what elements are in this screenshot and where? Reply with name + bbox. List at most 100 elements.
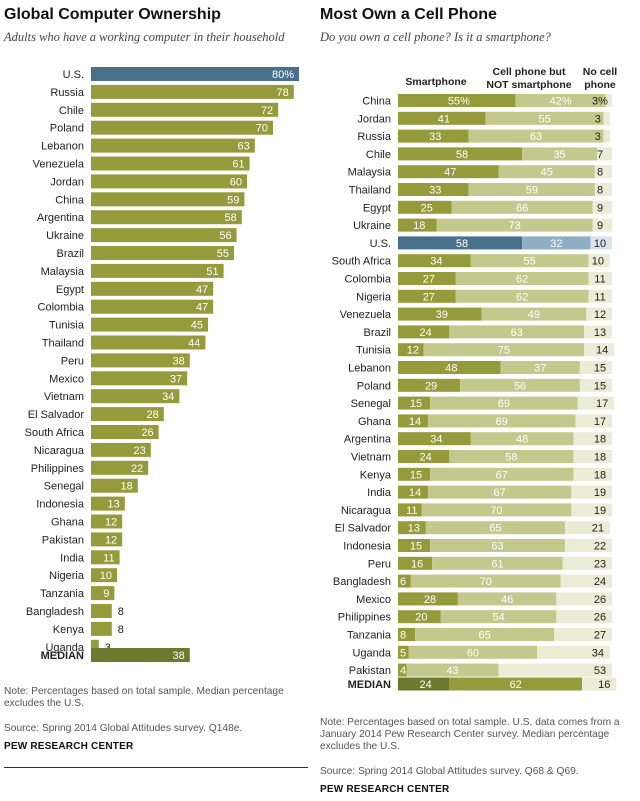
- category-label-argentina: Argentina: [37, 212, 85, 224]
- right-chart-title: Most Own a Cell Phone: [320, 6, 497, 23]
- value-label-ghana-no-cell-phone: 17: [594, 416, 606, 428]
- value-label-kenya-smartphone: 15: [410, 469, 422, 481]
- bar-poland: [91, 120, 273, 135]
- value-label-tunisia-no-cell-phone: 14: [596, 345, 608, 357]
- bar-tunisia-cell-phone-but-not-smartphone: [423, 343, 585, 357]
- category-label-malaysia: Malaysia: [348, 167, 392, 179]
- left-source: Source: Spring 2014 Global Attitudes sur…: [4, 723, 243, 734]
- bar-argentina-no-cell-phone: [573, 432, 612, 446]
- value-label-median-no-cell-phone: 16: [598, 679, 610, 691]
- value-label-brazil: 55: [217, 248, 229, 260]
- bar-thailand-cell-phone-but-not-smartphone: [468, 183, 595, 196]
- value-label-chile-cell-phone-but-not-smartphone: 35: [553, 149, 565, 161]
- value-label-uganda-cell-phone-but-not-smartphone: 60: [467, 647, 479, 659]
- value-label-india-cell-phone-but-not-smartphone: 67: [494, 487, 506, 499]
- value-label-argentina-cell-phone-but-not-smartphone: 48: [516, 434, 528, 446]
- category-label-colombia: Colombia: [345, 274, 392, 286]
- bar-nicaragua-no-cell-phone: [571, 503, 612, 517]
- value-label-indonesia: 13: [108, 499, 120, 511]
- bar-indonesia: [91, 496, 125, 511]
- category-label-philippines: Philippines: [338, 612, 392, 624]
- bar-malaysia: [91, 263, 224, 278]
- bar-ghana-smartphone: [398, 414, 428, 428]
- value-label-russia-smartphone: 33: [429, 131, 441, 143]
- value-label-china-smartphone: 55%: [448, 96, 470, 108]
- category-label-india: India: [60, 552, 85, 564]
- bar-russia: [91, 84, 294, 99]
- category-label-nigeria: Nigeria: [49, 570, 85, 582]
- left-bottom-rule: [4, 767, 308, 768]
- bar-ukraine-cell-phone-but-not-smartphone: [436, 218, 593, 232]
- value-label-ukraine-cell-phone-but-not-smartphone: 73: [509, 220, 521, 232]
- bar-mexico-no-cell-phone: [556, 592, 612, 606]
- value-label-median: 38: [173, 650, 185, 662]
- bar-uganda: [91, 639, 99, 654]
- bar-pakistan-cell-phone-but-not-smartphone: [406, 663, 499, 677]
- bar-vietnam-no-cell-phone: [573, 450, 612, 463]
- category-label-el-salvador: El Salvador: [28, 409, 85, 421]
- bar-vietnam-cell-phone-but-not-smartphone: [449, 450, 574, 463]
- value-label-u-s: 80%: [272, 69, 294, 81]
- bar-indonesia-cell-phone-but-not-smartphone: [430, 539, 565, 552]
- bar-chile-cell-phone-but-not-smartphone: [522, 147, 598, 161]
- bar-senegal-cell-phone-but-not-smartphone: [430, 396, 578, 410]
- bar-egypt-smartphone: [398, 200, 452, 214]
- bar-philippines-cell-phone-but-not-smartphone: [440, 610, 557, 624]
- bar-south-africa-cell-phone-but-not-smartphone: [470, 254, 589, 268]
- category-label-argentina: Argentina: [344, 434, 392, 446]
- bar-poland-cell-phone-but-not-smartphone: [460, 378, 580, 392]
- computer-ownership-panel: Global Computer Ownership Adults who hav…: [0, 0, 312, 801]
- bar-senegal-smartphone: [398, 396, 431, 410]
- category-label-chile: Chile: [59, 105, 84, 117]
- value-label-vietnam-smartphone: 24: [420, 452, 432, 464]
- value-label-mexico-no-cell-phone: 26: [594, 594, 606, 606]
- category-label-lebanon: Lebanon: [348, 363, 391, 375]
- value-label-india-smartphone: 14: [409, 487, 421, 499]
- bar-el-salvador-no-cell-phone: [564, 521, 610, 535]
- value-label-ghana-cell-phone-but-not-smartphone: 69: [496, 416, 508, 428]
- category-label-kenya: Kenya: [360, 469, 392, 481]
- category-label-ghana: Ghana: [51, 517, 85, 529]
- value-label-russia-cell-phone-but-not-smartphone: 63: [530, 131, 542, 143]
- cell-phone-panel: Most Own a Cell Phone Do you own a cell …: [316, 0, 640, 801]
- legend-label-cell-phone-but-not-smartphone-line2: NOT smartphone: [486, 79, 571, 91]
- bar-el-salvador-cell-phone-but-not-smartphone: [425, 521, 565, 535]
- category-label-tanzania: Tanzania: [40, 588, 85, 600]
- bar-lebanon: [91, 138, 255, 153]
- category-label-kenya: Kenya: [53, 624, 85, 636]
- value-label-nigeria-no-cell-phone: 11: [594, 291, 605, 303]
- bar-chile-no-cell-phone: [597, 147, 612, 161]
- category-label-mexico: Mexico: [356, 594, 391, 606]
- value-label-senegal-no-cell-phone: 17: [596, 398, 608, 410]
- value-label-china-no-cell-phone: 3%: [592, 96, 608, 108]
- value-label-ukraine: 56: [219, 230, 231, 242]
- value-label-pakistan-cell-phone-but-not-smartphone: 43: [446, 665, 458, 677]
- value-label-thailand: 44: [188, 338, 200, 350]
- value-label-bangladesh: 8: [118, 606, 124, 618]
- value-label-nigeria-smartphone: 27: [423, 291, 435, 303]
- category-label-pakistan: Pakistan: [42, 534, 84, 546]
- value-label-india: 11: [103, 552, 114, 564]
- bar-china: [91, 192, 245, 207]
- bar-ghana-no-cell-phone: [575, 414, 612, 428]
- bar-senegal: [91, 478, 138, 493]
- category-label-india: India: [367, 487, 392, 499]
- value-label-poland-no-cell-phone: 15: [594, 380, 606, 392]
- category-label-china: China: [55, 194, 85, 206]
- value-label-lebanon-no-cell-phone: 15: [594, 363, 606, 375]
- bar-india-smartphone: [398, 485, 428, 499]
- value-label-south-africa-smartphone: 34: [430, 256, 442, 268]
- category-label-vietnam: Vietnam: [351, 452, 391, 464]
- bar-tanzania-no-cell-phone: [554, 628, 612, 641]
- value-label-argentina-no-cell-phone: 18: [594, 434, 606, 446]
- value-label-el-salvador: 28: [147, 409, 159, 421]
- right-note: Note: Percentages based on total sample.…: [320, 717, 620, 752]
- bar-tunisia: [91, 317, 208, 332]
- bar-malaysia-no-cell-phone: [594, 165, 612, 179]
- bar-lebanon-smartphone: [398, 361, 501, 374]
- value-label-colombia: 47: [196, 302, 208, 314]
- value-label-malaysia-no-cell-phone: 8: [597, 167, 603, 179]
- bar-colombia: [91, 299, 214, 314]
- bar-ghana: [91, 514, 123, 529]
- value-label-chile: 72: [261, 105, 273, 117]
